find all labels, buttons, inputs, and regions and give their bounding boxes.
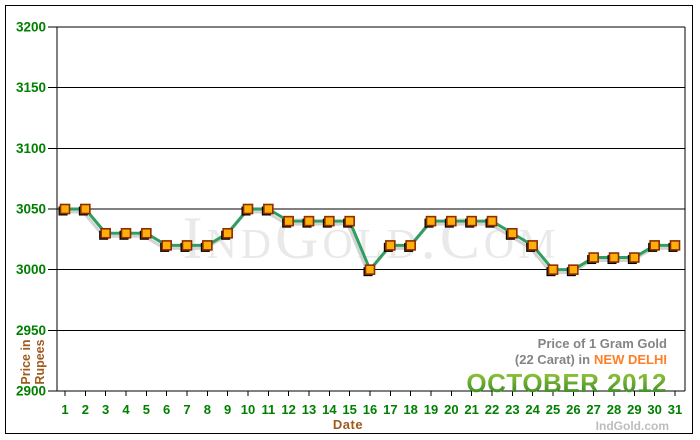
x-tick-label: 11 (261, 402, 275, 417)
data-point-marker (100, 227, 111, 239)
data-point-marker (385, 240, 396, 251)
x-tick-label: 5 (143, 402, 150, 417)
x-tick-label: 25 (546, 402, 560, 417)
data-point-marker (649, 240, 660, 251)
x-tick-label: 14 (322, 402, 337, 417)
data-point-marker (547, 264, 559, 275)
x-tick-label: 29 (627, 402, 641, 417)
data-point-marker (181, 240, 193, 251)
x-axis-title: Date (332, 417, 364, 432)
data-point-marker (263, 203, 274, 215)
x-tick-label: 21 (464, 402, 478, 417)
x-tick-label: 27 (586, 402, 600, 417)
data-point-marker (80, 203, 91, 215)
x-tick-label: 17 (383, 402, 397, 417)
data-point-marker (161, 240, 172, 251)
data-point-marker (242, 203, 254, 215)
data-point-marker (222, 227, 233, 239)
x-tick-label: 4 (122, 402, 130, 417)
x-tick-label: 13 (302, 402, 316, 417)
x-tick-label: 15 (342, 402, 356, 417)
x-tick-label: 22 (485, 402, 499, 417)
y-tick-label: 3050 (16, 202, 46, 217)
data-point-marker (486, 215, 498, 227)
data-point-marker (568, 264, 579, 275)
x-tick-label: 23 (505, 402, 519, 417)
y-tick-label: 3000 (16, 262, 46, 277)
data-point-marker (527, 240, 538, 251)
data-point-marker (405, 240, 416, 251)
y-tick-label: 3200 (16, 20, 46, 35)
x-tick-label: 1 (61, 402, 68, 417)
data-point-marker (364, 264, 376, 275)
x-tick-label: 2 (82, 402, 89, 417)
data-point-marker (669, 240, 681, 251)
x-tick-label: 31 (668, 402, 682, 417)
data-point-marker (588, 252, 599, 263)
data-point-marker (141, 227, 152, 239)
x-tick-label: 16 (363, 402, 377, 417)
annotation-city: NEW DELHI (594, 351, 667, 367)
x-tick-label: 3 (102, 402, 109, 417)
x-tick-label: 6 (163, 402, 170, 417)
x-tick-label: 20 (444, 402, 458, 417)
x-tick-label: 28 (607, 402, 621, 417)
data-point-marker (629, 252, 640, 263)
data-point-marker (59, 203, 71, 215)
data-point-marker (303, 215, 315, 227)
y-tick-label: 2950 (16, 323, 46, 338)
annotation-carat-text: (22 Carat) in (514, 351, 591, 367)
y-tick-label: 3100 (16, 141, 46, 156)
x-tick-label: 12 (281, 402, 295, 417)
chart-annotation: Price of 1 Gram Gold (22 Carat) in NEW DE… (466, 336, 667, 397)
y-tick-label: 3150 (16, 80, 46, 95)
data-point-marker (202, 240, 213, 251)
data-point-marker (283, 215, 294, 227)
x-tick-label: 19 (424, 402, 438, 417)
annotation-title-line2: (22 Carat) in NEW DELHI (466, 352, 667, 368)
annotation-month-year: OCTOBER 2012 (466, 368, 667, 398)
x-tick-label: 8 (204, 402, 211, 417)
y-tick-label: 2900 (16, 384, 46, 399)
site-branding: IndGold.com (595, 419, 669, 433)
data-point-marker (120, 227, 132, 239)
x-tick-label: 30 (647, 402, 661, 417)
price-line (63, 207, 677, 272)
x-tick-label: 10 (241, 402, 255, 417)
data-point-marker (608, 252, 620, 263)
data-point-marker (466, 215, 477, 227)
y-axis-title: Price in Rupees (19, 339, 47, 385)
x-tick-label: 24 (525, 402, 540, 417)
annotation-title-line1: Price of 1 Gram Gold (537, 336, 667, 351)
data-point-marker (324, 215, 335, 227)
data-point-marker (507, 227, 518, 239)
x-tick-label: 18 (403, 402, 417, 417)
x-tick-label: 9 (224, 402, 231, 417)
data-point-marker (344, 215, 355, 227)
data-point-marker (425, 215, 437, 227)
data-point-marker (446, 215, 457, 227)
x-tick-label: 26 (566, 402, 580, 417)
x-tick-label: 7 (183, 402, 190, 417)
